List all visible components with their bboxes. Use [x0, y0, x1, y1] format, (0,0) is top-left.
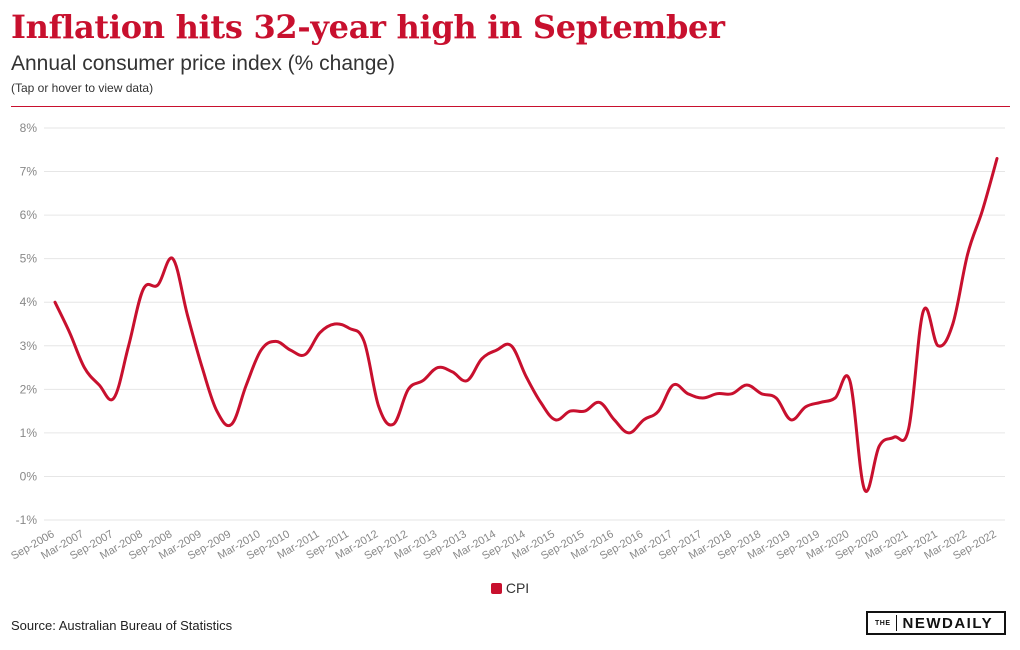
data-point[interactable] — [94, 380, 104, 390]
y-tick-label: 5% — [20, 252, 38, 266]
data-point[interactable] — [315, 328, 325, 338]
data-point[interactable] — [153, 280, 163, 290]
source-note: Source: Australian Bureau of Statistics — [11, 618, 233, 633]
data-point[interactable] — [241, 380, 251, 390]
data-point[interactable] — [977, 206, 987, 216]
y-axis-ticks: -1% 0% 1% 2% 3% 4% 5% 6% 7% 8% — [16, 121, 38, 527]
data-point[interactable] — [418, 376, 428, 386]
data-point[interactable] — [447, 367, 457, 377]
data-point[interactable] — [300, 350, 310, 360]
data-point[interactable] — [786, 415, 796, 425]
data-point[interactable] — [860, 485, 870, 495]
data-point[interactable] — [433, 363, 443, 373]
data-point[interactable] — [271, 336, 281, 346]
data-point[interactable] — [109, 393, 119, 403]
data-point[interactable] — [227, 419, 237, 429]
data-point[interactable] — [609, 415, 619, 425]
data-point[interactable] — [889, 432, 899, 442]
data-point[interactable] — [801, 402, 811, 412]
data-point[interactable] — [845, 376, 855, 386]
data-point[interactable] — [256, 345, 266, 355]
legend-swatch-cpi — [490, 583, 502, 594]
data-point[interactable] — [212, 406, 222, 416]
data-point[interactable] — [595, 397, 605, 407]
series-layer[interactable] — [50, 154, 1002, 495]
y-tick-label: 4% — [20, 295, 38, 309]
data-point[interactable] — [344, 323, 354, 333]
data-point[interactable] — [963, 249, 973, 259]
data-point[interactable] — [742, 380, 752, 390]
data-point[interactable] — [65, 328, 75, 338]
chart-subtitle: Annual consumer price index (% change) — [11, 52, 396, 75]
y-tick-label: 6% — [20, 208, 38, 222]
header-divider — [11, 106, 1010, 107]
y-tick-label: 1% — [20, 426, 38, 440]
data-point[interactable] — [183, 310, 193, 320]
data-point[interactable] — [389, 419, 399, 429]
data-point[interactable] — [948, 319, 958, 329]
data-point[interactable] — [639, 415, 649, 425]
logo-main-text: NEWDAILY — [902, 614, 994, 632]
grid-lines — [44, 127, 1005, 521]
data-point[interactable] — [286, 345, 296, 355]
data-point[interactable] — [771, 393, 781, 403]
data-point[interactable] — [138, 284, 148, 294]
data-point[interactable] — [50, 297, 60, 307]
data-point[interactable] — [918, 306, 928, 316]
legend-label-cpi: CPI — [505, 580, 530, 596]
data-point[interactable] — [654, 406, 664, 416]
y-tick-label: 3% — [20, 339, 38, 353]
data-point[interactable] — [359, 336, 369, 346]
data-point[interactable] — [565, 406, 575, 416]
logo-divider — [895, 615, 897, 631]
data-point[interactable] — [197, 363, 207, 373]
y-tick-label: 8% — [20, 121, 38, 135]
data-point[interactable] — [462, 376, 472, 386]
data-point[interactable] — [492, 345, 502, 355]
x-axis-ticks: Sep-2006Mar-2007Sep-2007Mar-2008Sep-2008… — [9, 528, 998, 562]
data-point[interactable] — [712, 389, 722, 399]
data-point[interactable] — [683, 389, 693, 399]
data-point[interactable] — [79, 363, 89, 373]
interaction-hint: (Tap or hover to view data) — [11, 81, 154, 95]
data-point[interactable] — [830, 393, 840, 403]
data-point[interactable] — [330, 319, 340, 329]
data-point[interactable] — [624, 428, 634, 438]
series-line-cpi[interactable] — [53, 157, 999, 493]
data-point[interactable] — [668, 380, 678, 390]
data-point[interactable] — [698, 393, 708, 403]
data-point[interactable] — [550, 415, 560, 425]
newdaily-logo[interactable]: THE NEWDAILY — [866, 611, 1006, 635]
data-point[interactable] — [757, 389, 767, 399]
data-point[interactable] — [506, 341, 516, 351]
data-point[interactable] — [477, 354, 487, 364]
data-point[interactable] — [904, 424, 914, 434]
logo-the-text: THE — [875, 619, 891, 627]
y-tick-label: 2% — [20, 382, 38, 396]
y-tick-label: -1% — [16, 513, 38, 527]
data-point[interactable] — [874, 441, 884, 451]
legend[interactable]: CPI — [0, 580, 1020, 596]
y-tick-label: 7% — [20, 165, 38, 179]
data-point[interactable] — [124, 341, 134, 351]
data-point[interactable] — [992, 154, 1002, 164]
data-point[interactable] — [403, 384, 413, 394]
data-point[interactable] — [933, 341, 943, 351]
data-point[interactable] — [374, 402, 384, 412]
data-point[interactable] — [815, 397, 825, 407]
data-point[interactable] — [727, 389, 737, 399]
chart-title: Inflation hits 32-year high in September — [11, 8, 725, 46]
data-point[interactable] — [580, 406, 590, 416]
data-point[interactable] — [536, 397, 546, 407]
data-point[interactable] — [168, 254, 178, 264]
line-chart[interactable]: -1% 0% 1% 2% 3% 4% 5% 6% 7% 8% Sep-2006Mar-2007Se… — [0, 110, 1020, 580]
y-tick-label: 0% — [20, 469, 38, 483]
data-point[interactable] — [521, 371, 531, 381]
